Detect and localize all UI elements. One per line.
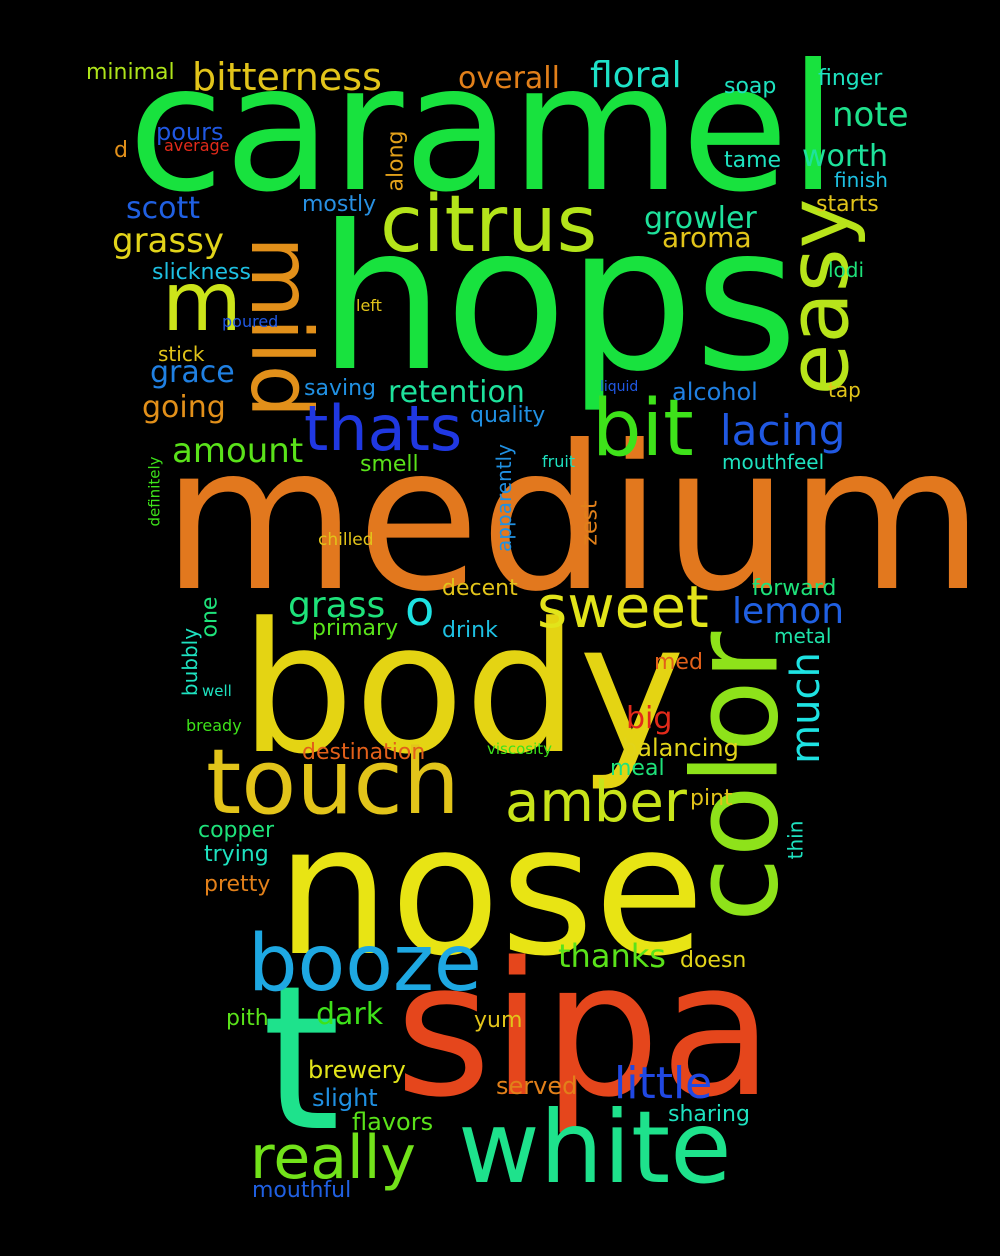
word: tame xyxy=(724,148,782,173)
word: nose xyxy=(276,787,705,996)
word: thats xyxy=(304,392,463,465)
word: alcohol xyxy=(672,378,758,406)
word: going xyxy=(142,390,226,425)
word: mouthfeel xyxy=(722,450,825,474)
word: amber xyxy=(505,770,687,835)
word: grace xyxy=(150,355,235,390)
word: poured xyxy=(222,312,279,331)
word: chilled xyxy=(318,530,374,550)
word: served xyxy=(496,1072,578,1100)
word: pretty xyxy=(204,872,271,897)
word: drink xyxy=(442,618,498,643)
word: aroma xyxy=(662,221,752,254)
word: big xyxy=(626,701,673,736)
word: retention xyxy=(388,375,525,410)
word: caramel xyxy=(128,28,838,231)
word: slickness xyxy=(152,260,251,285)
word: sweet xyxy=(537,573,709,641)
word: pint xyxy=(690,786,733,811)
word: finger xyxy=(818,66,883,91)
word: really xyxy=(250,1123,416,1193)
word: metal xyxy=(774,624,832,648)
word: starts xyxy=(816,192,879,217)
word: definitely xyxy=(145,456,164,527)
word: lemon xyxy=(732,591,845,632)
word: trying xyxy=(204,842,269,867)
word: bubbly xyxy=(178,627,203,697)
word: destination xyxy=(302,740,426,765)
word: finish xyxy=(834,168,888,192)
word: body xyxy=(240,585,686,794)
word: brewery xyxy=(308,1056,406,1084)
word: minimal xyxy=(86,60,175,85)
word: decent xyxy=(442,576,518,601)
word: worth xyxy=(802,139,889,174)
word: balancing xyxy=(622,734,739,762)
word: viscosity xyxy=(487,740,553,758)
word: saving xyxy=(304,376,376,401)
word: thanks xyxy=(558,937,666,975)
word: lacing xyxy=(720,406,846,455)
word: primary xyxy=(312,616,399,641)
word: m xyxy=(162,255,242,350)
word: average xyxy=(164,136,230,155)
word: touch xyxy=(206,730,460,835)
word: growler xyxy=(644,201,757,236)
word: soap xyxy=(724,74,777,99)
word: apparently xyxy=(491,444,516,552)
word: booze xyxy=(248,919,482,1009)
word: tap xyxy=(828,378,861,402)
word: sharing xyxy=(668,1102,750,1127)
word: easy xyxy=(769,198,868,396)
word: pith xyxy=(226,1006,269,1031)
word: mostly xyxy=(302,192,377,217)
word: pours xyxy=(156,118,224,146)
word: overall xyxy=(458,61,560,96)
word: bitterness xyxy=(192,55,382,99)
word: sipa xyxy=(395,922,774,1138)
word: med xyxy=(654,650,703,675)
word: smell xyxy=(360,452,419,477)
word: color xyxy=(666,631,805,923)
word: copper xyxy=(198,818,275,843)
word: dark xyxy=(316,997,384,1032)
word: slight xyxy=(312,1084,378,1112)
word: citrus xyxy=(380,180,598,270)
word: quality xyxy=(470,403,546,428)
word: forward xyxy=(752,576,837,601)
word: floral xyxy=(590,55,682,96)
word: bready xyxy=(186,716,242,735)
word: d xyxy=(114,138,128,163)
word: t xyxy=(262,943,341,1176)
word: lodi xyxy=(828,258,865,282)
word: stick xyxy=(158,342,205,366)
word: o xyxy=(405,581,435,637)
word: grass xyxy=(288,585,386,626)
word: hops xyxy=(318,183,799,416)
word: bit xyxy=(592,384,694,474)
word: medium xyxy=(162,403,984,636)
word: liquid xyxy=(600,379,639,395)
word: much xyxy=(782,652,829,764)
word: left xyxy=(356,296,382,315)
word: one xyxy=(197,596,223,638)
word: yum xyxy=(474,1008,523,1033)
word: amount xyxy=(172,431,304,471)
word: flavors xyxy=(352,1108,434,1136)
word: meal xyxy=(610,756,665,781)
word: note xyxy=(832,95,909,135)
word: mouthful xyxy=(252,1178,352,1203)
word: thin xyxy=(783,820,808,860)
word: zest xyxy=(577,500,603,546)
word: doesn xyxy=(680,948,747,973)
word: little xyxy=(614,1058,713,1109)
word: well xyxy=(202,682,232,700)
word: fruit xyxy=(542,452,576,471)
word: scott xyxy=(126,191,201,226)
word: grassy xyxy=(112,221,224,261)
word: along xyxy=(383,130,409,192)
word: white xyxy=(458,1089,732,1206)
